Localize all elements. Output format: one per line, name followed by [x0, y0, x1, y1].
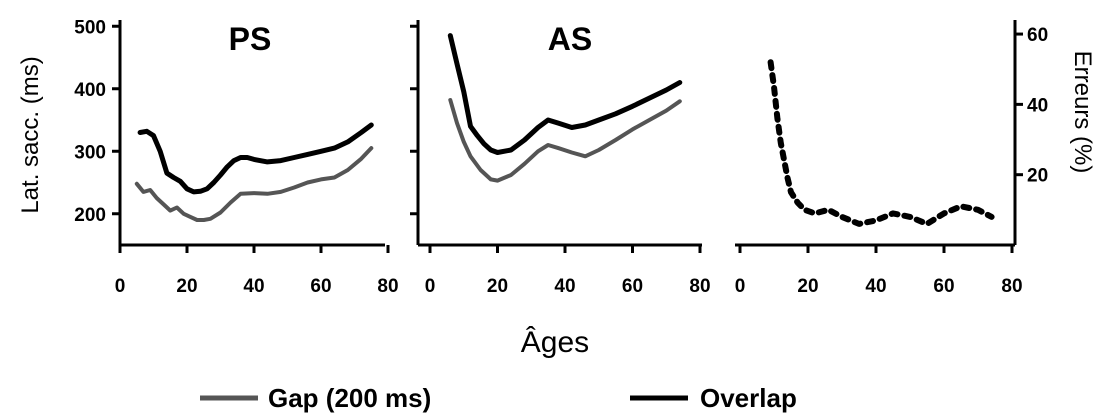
legend-label-gap: Gap (200 ms) [268, 383, 431, 413]
x-tick-label: 60 [622, 276, 643, 297]
y-tick-label: 400 [74, 80, 106, 101]
panel-title: PS [229, 21, 272, 57]
x-tick-label: 80 [377, 276, 398, 297]
x-tick-label: 40 [554, 276, 575, 297]
series-line-errors [767, 59, 995, 227]
panel-ps: 0 20 40 60 80 200 300 400 500 PS Lat. sacc. (ms) [17, 17, 399, 297]
legend-label-overlap: Overlap [700, 383, 797, 413]
x-tick-label: 80 [1001, 276, 1022, 297]
y-axis-label: Lat. sacc. (ms) [17, 56, 44, 213]
x-tick-label: 80 [689, 276, 710, 297]
x-tick-label: 20 [176, 276, 197, 297]
y-tick-label: 500 [74, 17, 106, 38]
series-line-overlap [137, 122, 374, 195]
series-line-gap [134, 146, 374, 222]
y-tick-label: 20 [1027, 166, 1048, 187]
x-tick-label: 0 [735, 276, 746, 297]
panel-as: 0 20 40 60 80 AS [410, 20, 711, 297]
x-tick-label: 0 [115, 276, 126, 297]
x-tick-label: 60 [310, 276, 331, 297]
y-tick-label: 200 [74, 205, 106, 226]
series-line-overlap [447, 33, 683, 155]
y-tick-label: 60 [1027, 25, 1048, 46]
x-tick-label: 40 [243, 276, 264, 297]
x-tick-label: 20 [487, 276, 508, 297]
series-line-gap [448, 98, 682, 183]
y-tick-label: 40 [1027, 95, 1048, 116]
panel-errors: 0 20 40 60 80 20 40 60 Erreurs (%) [735, 20, 1096, 297]
panel-title: AS [548, 21, 592, 57]
x-tick-label: 0 [425, 276, 436, 297]
x-tick-label: 40 [865, 276, 886, 297]
x-tick-label: 60 [933, 276, 954, 297]
legend: Gap (200 ms) Overlap [200, 383, 797, 413]
y-tick-label: 300 [74, 142, 106, 163]
x-tick-label: 20 [797, 276, 818, 297]
x-axis-label: Âges [521, 326, 589, 359]
y-axis-label-right: Erreurs (%) [1069, 51, 1096, 174]
